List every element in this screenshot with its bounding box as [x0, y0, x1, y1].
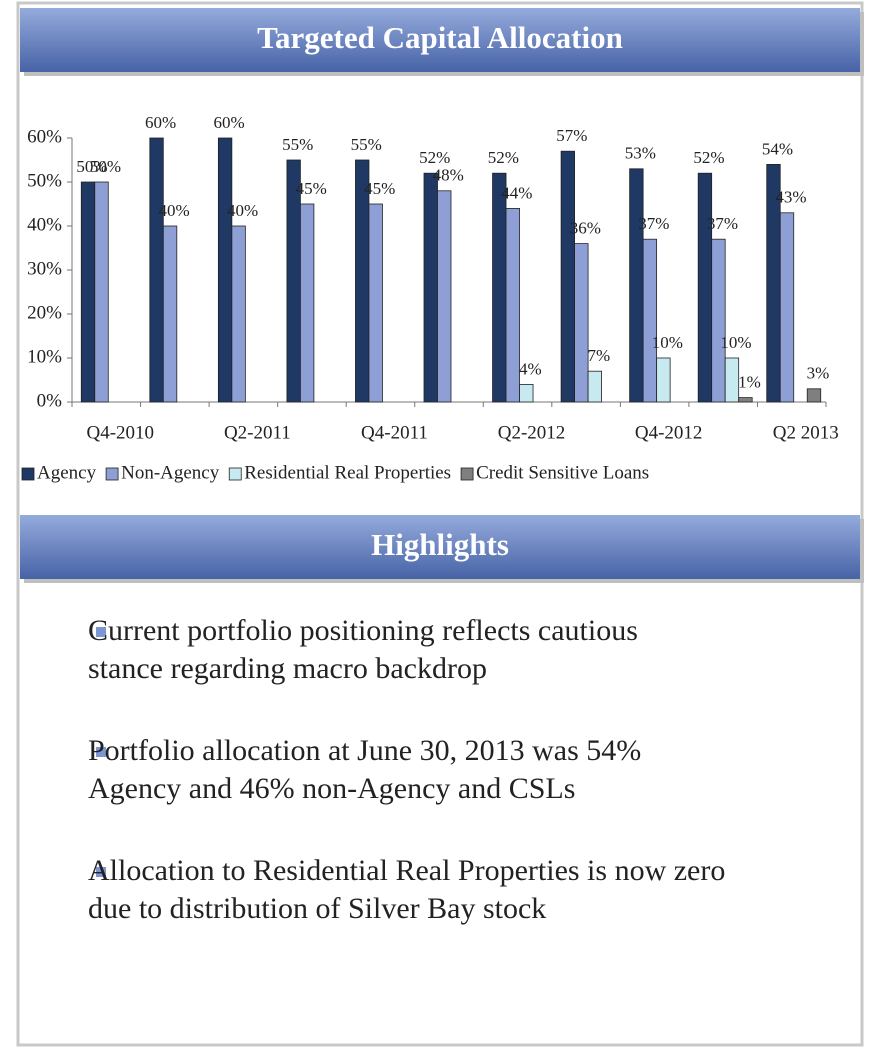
value-label: 4%: [519, 359, 542, 378]
value-label: 53%: [625, 144, 656, 163]
y-tick-label: 40%: [27, 214, 62, 235]
y-tick-label: 60%: [27, 126, 62, 147]
bullet-text: Allocation to Residential Real Propertie…: [88, 854, 725, 887]
value-label: 52%: [693, 148, 724, 167]
value-label: 52%: [419, 148, 450, 167]
bullet-text: due to distribution of Silver Bay stock: [88, 892, 546, 925]
value-label: 45%: [296, 179, 327, 198]
legend-swatch: [460, 467, 474, 481]
value-label: 60%: [145, 113, 176, 132]
bullet-text: stance regarding macro backdrop: [88, 652, 487, 685]
value-label: 43%: [775, 188, 806, 207]
legend-label: Residential Real Properties: [244, 462, 451, 483]
legend-label: Credit Sensitive Loans: [476, 462, 649, 483]
value-label: 36%: [570, 219, 601, 238]
highlights-list: Current portfolio positioning reflects c…: [88, 614, 725, 925]
value-label: 60%: [214, 113, 245, 132]
legend-swatch: [105, 467, 119, 481]
bar: [738, 397, 753, 403]
bar: [217, 137, 233, 403]
bar: [642, 238, 658, 403]
x-tick-label: Q2-2011: [224, 422, 291, 443]
bar: [505, 207, 520, 403]
title-banner: [20, 8, 860, 72]
value-label: 54%: [762, 139, 793, 158]
value-label: 52%: [488, 148, 519, 167]
bar: [587, 370, 602, 403]
bar: [300, 203, 315, 403]
bar: [724, 357, 740, 403]
x-tick-label: Q4-2011: [361, 422, 428, 443]
value-label: 57%: [556, 126, 587, 145]
chart: 0%10%20%30%40%50%60%Q4-201050%50%60%40%Q…: [21, 113, 839, 483]
value-label: 37%: [638, 214, 669, 233]
bar: [629, 168, 644, 403]
y-tick-label: 30%: [27, 258, 62, 279]
bar: [162, 225, 178, 403]
bar: [697, 172, 713, 403]
bullet-text: Agency and 46% non-Agency and CSLs: [88, 772, 575, 805]
value-label: 7%: [588, 346, 611, 365]
bar: [94, 181, 109, 403]
bar: [806, 388, 822, 403]
y-tick-label: 50%: [27, 170, 62, 191]
bar: [80, 181, 96, 403]
highlights-title: Highlights: [371, 527, 509, 562]
bar: [779, 212, 795, 403]
bullet: [96, 867, 106, 877]
value-label: 3%: [807, 364, 830, 383]
value-label: 45%: [364, 179, 395, 198]
value-label: 50%: [90, 157, 121, 176]
value-label: 44%: [501, 183, 532, 202]
chart-title: Targeted Capital Allocation: [257, 20, 623, 55]
highlights-banner: [20, 515, 860, 579]
value-label: 10%: [720, 333, 751, 352]
bullet: [96, 747, 106, 757]
bullet-text: Current portfolio positioning reflects c…: [88, 614, 638, 647]
bar: [560, 150, 575, 403]
value-label: 40%: [158, 201, 189, 220]
bar: [423, 172, 438, 403]
value-label: 1%: [738, 373, 761, 392]
value-label: 37%: [707, 214, 738, 233]
value-label: 55%: [351, 135, 382, 154]
bar: [231, 225, 246, 403]
bullet: [96, 627, 106, 637]
legend-swatch: [228, 467, 242, 481]
bar: [519, 383, 534, 403]
legend-label: Non-Agency: [121, 462, 220, 483]
x-tick-label: Q2 2013: [773, 422, 839, 443]
legend-label: Agency: [37, 462, 97, 483]
bar: [711, 238, 726, 403]
bullet-text: Portfolio allocation at June 30, 2013 wa…: [88, 734, 641, 767]
y-tick-label: 0%: [37, 390, 63, 411]
x-tick-label: Q4-2012: [635, 422, 703, 443]
legend-swatch: [21, 467, 35, 481]
bar: [492, 172, 507, 403]
y-tick-label: 20%: [27, 302, 62, 323]
value-label: 10%: [652, 333, 683, 352]
bar: [149, 137, 164, 403]
bar: [574, 243, 589, 403]
y-tick-label: 10%: [27, 346, 62, 367]
value-label: 40%: [227, 201, 258, 220]
bar: [437, 190, 452, 403]
bar: [368, 203, 383, 403]
value-label: 55%: [282, 135, 313, 154]
x-tick-label: Q4-2010: [86, 422, 154, 443]
value-label: 48%: [433, 166, 464, 185]
value-label: 50%: [76, 157, 107, 176]
x-tick-label: Q2-2012: [498, 422, 566, 443]
bar: [656, 357, 671, 403]
